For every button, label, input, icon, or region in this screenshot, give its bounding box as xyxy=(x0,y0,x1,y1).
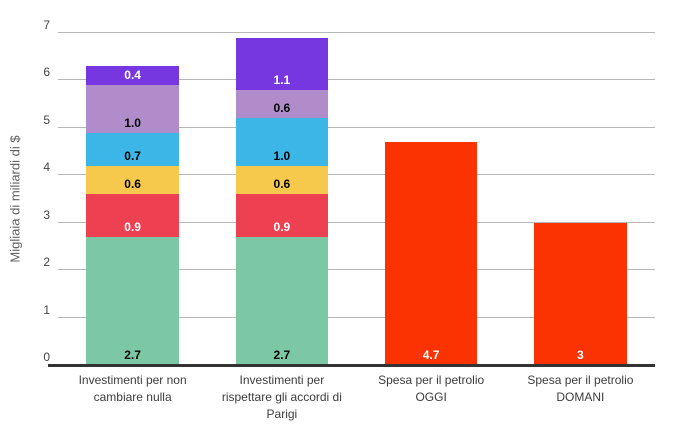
bar-4: 3 xyxy=(534,33,627,365)
x-category-label-line: OGGI xyxy=(415,390,447,404)
plot-area: 2.7 0.9 0.6 0.7 1.0 0.4 2.7 0.9 0.6 1.0 0.6 1.1 4.7 3 xyxy=(48,32,655,367)
x-axis-labels: Investimenti per non cambiare nulla Invest… xyxy=(58,372,655,423)
bar-value-label: 0.6 xyxy=(273,101,291,116)
x-category-label-line: rispettare gli accordi di xyxy=(221,390,342,404)
bar-segment[interactable]: 0.6 xyxy=(86,165,179,195)
y-tick-label: 6 xyxy=(43,65,50,80)
x-category-label: Spesa per il petrolio DOMANI xyxy=(506,372,655,423)
x-category-label: Spesa per il petrolio OGGI xyxy=(357,372,506,423)
bar-value-label: 3 xyxy=(577,348,584,362)
gridline xyxy=(58,174,655,176)
bar-value-label: 0.9 xyxy=(124,219,141,234)
bar-value-label: 1.1 xyxy=(273,72,291,87)
x-category-label-line: DOMANI xyxy=(556,390,605,404)
y-tick-label: 7 xyxy=(43,18,50,32)
bar-segment[interactable]: 1.0 xyxy=(86,85,179,133)
bar-3: 4.7 xyxy=(384,33,478,365)
bar-segment[interactable]: 3 xyxy=(534,222,627,365)
y-tick-label: 1 xyxy=(43,302,50,317)
bar-column: 2.7 0.9 0.6 0.7 1.0 0.4 xyxy=(58,33,207,365)
bar-value-label: 2.7 xyxy=(124,348,141,362)
gridline xyxy=(58,126,655,128)
gridline xyxy=(58,316,655,318)
x-category-label: Investimenti per rispettare gli accordi d… xyxy=(207,372,356,423)
bar-segment[interactable]: 2.7 xyxy=(235,236,329,365)
gridline xyxy=(58,221,655,223)
bar-segment[interactable]: 0.9 xyxy=(86,194,179,237)
bar-segment[interactable]: 0.4 xyxy=(86,66,179,86)
bar-value-label: 0.4 xyxy=(124,68,141,83)
x-category-label-line: Spesa per il petrolio xyxy=(527,373,634,387)
gridline xyxy=(58,269,655,271)
y-axis-title: Migliaia di miliardi di $ xyxy=(7,135,23,263)
bar-2: 2.7 0.9 0.6 1.0 0.6 1.1 xyxy=(235,33,329,365)
x-category-label-line: Investimenti per non xyxy=(78,373,187,387)
bars-container: 2.7 0.9 0.6 0.7 1.0 0.4 2.7 0.9 0.6 1.0 0.6 1.1 4.7 3 xyxy=(58,33,655,365)
y-tick-label: 5 xyxy=(43,112,50,127)
bar-value-label: 0.6 xyxy=(273,177,291,192)
bar-value-label: 0.9 xyxy=(273,219,291,234)
bar-value-label: 0.6 xyxy=(124,177,141,192)
bar-1: 2.7 0.9 0.6 0.7 1.0 0.4 xyxy=(86,33,179,365)
bar-value-label: 4.7 xyxy=(422,348,440,362)
bar-segment[interactable]: 0.6 xyxy=(235,89,329,119)
bar-segment[interactable]: 4.7 xyxy=(384,142,478,365)
bar-column: 4.7 xyxy=(357,33,506,365)
bar-column: 2.7 0.9 0.6 1.0 0.6 1.1 xyxy=(207,33,356,365)
y-tick-label: 0 xyxy=(43,350,50,364)
x-axis-line xyxy=(48,364,655,367)
y-tick-label: 4 xyxy=(43,160,50,175)
x-category-label-line: Investimenti per xyxy=(239,373,325,387)
x-category-label-line: Spesa per il petrolio xyxy=(378,373,485,387)
gridline xyxy=(58,79,655,81)
bar-column: 3 xyxy=(506,33,655,365)
bar-value-label: 1.0 xyxy=(273,148,291,163)
bar-value-label: 1.0 xyxy=(124,115,141,130)
bar-value-label: 0.7 xyxy=(124,148,141,163)
y-tick-label: 3 xyxy=(43,207,50,222)
bar-value-label: 2.7 xyxy=(273,348,291,362)
bar-segment[interactable]: 0.9 xyxy=(235,194,329,237)
bar-segment[interactable]: 0.7 xyxy=(86,132,179,166)
y-tick-label: 2 xyxy=(43,255,50,270)
bar-segment[interactable]: 0.6 xyxy=(235,165,329,195)
x-category-label-line: cambiare nulla xyxy=(93,390,172,404)
x-category-label: Investimenti per non cambiare nulla xyxy=(58,372,207,423)
bar-segment[interactable]: 1.0 xyxy=(235,118,329,166)
bar-segment[interactable]: 2.7 xyxy=(86,236,179,365)
bar-segment[interactable]: 1.1 xyxy=(235,37,329,90)
gridline xyxy=(58,32,655,33)
x-category-label-line: Parigi xyxy=(266,407,298,421)
